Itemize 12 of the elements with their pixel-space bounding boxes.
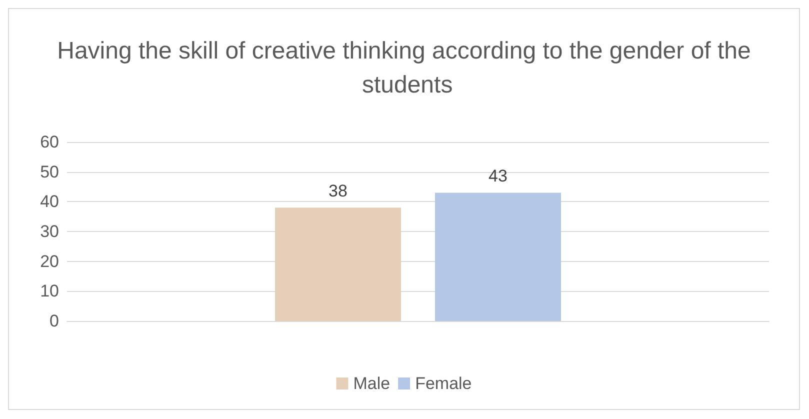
legend-label: Male	[353, 374, 390, 393]
y-tick-label: 50	[40, 162, 59, 182]
data-label: 38	[328, 182, 348, 201]
y-tick-label: 0	[50, 312, 59, 330]
chart-title: Having the skill of creative thinking according to the gender of the students	[57, 38, 751, 98]
y-tick-label: 40	[40, 192, 59, 212]
y-tick-label: 60	[40, 132, 59, 152]
data-label: 43	[488, 166, 508, 186]
y-tick-label: 20	[40, 252, 59, 271]
y-tick-label: 30	[40, 222, 59, 241]
y-tick-label: 10	[40, 282, 59, 301]
legend-label: Female	[415, 374, 472, 393]
